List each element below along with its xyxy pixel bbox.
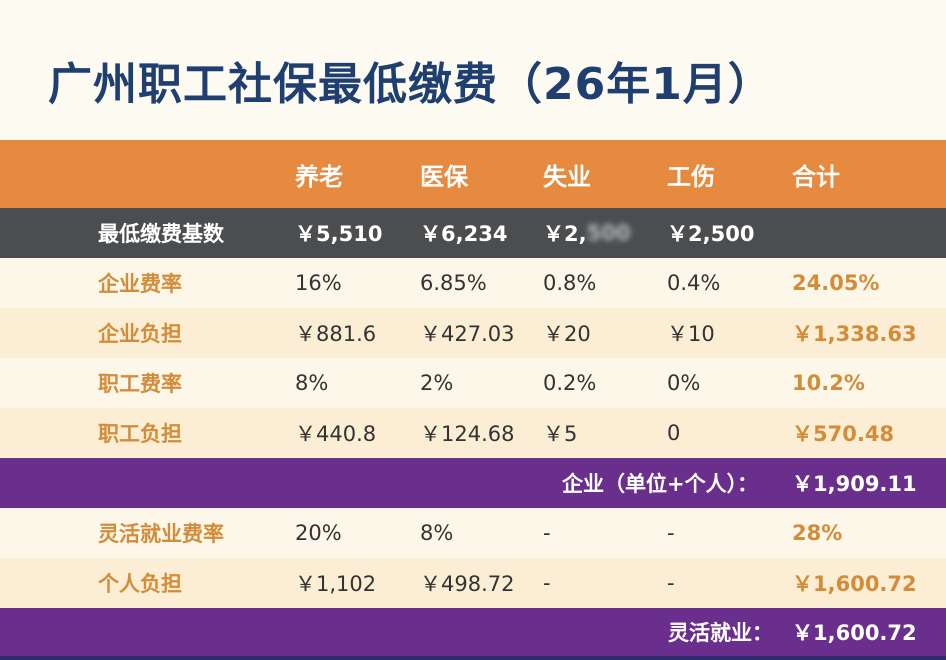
row-label: 灵活就业费率 (98, 522, 224, 546)
table-row: 企业费率 16% 6.85% 0.8% 0.4% 24.05% (0, 258, 946, 308)
base-medical: ￥6,234 (420, 222, 508, 246)
cell-pension: ￥440.8 (295, 422, 377, 446)
cell-injury: ￥10 (667, 322, 715, 346)
page-title: 广州职工社保最低缴费（26年1月） (48, 59, 773, 110)
company-summary-value: ￥1,909.11 (792, 472, 917, 496)
cell-unemployment: ￥20 (543, 322, 591, 346)
cell-unemployment: 0.2% (543, 371, 597, 395)
cell-medical: 8% (420, 521, 454, 545)
company-summary-label: 企业（单位+个人）： (562, 472, 759, 496)
base-unemployment-value: ￥2, (543, 222, 587, 246)
cell-total: 28% (792, 521, 843, 545)
cell-unemployment: 0.8% (543, 271, 597, 295)
cell-unemployment: ￥5 (543, 422, 578, 446)
row-label: 个人负担 (98, 572, 182, 596)
column-header-pension: 养老 (295, 162, 343, 191)
cell-pension: 8% (295, 371, 329, 395)
cell-injury: 0.4% (667, 271, 721, 295)
column-header-injury: 工伤 (667, 162, 715, 191)
cell-pension: ￥1,102 (295, 572, 377, 596)
bottom-strip (0, 656, 946, 660)
cell-injury: - (667, 521, 675, 545)
base-amount-row: 最低缴费基数 ￥5,510 ￥6,234 ￥2, 500 ￥2,500 (0, 208, 946, 258)
row-label: 职工负担 (98, 422, 182, 446)
flex-summary-label: 灵活就业： (668, 621, 773, 645)
base-unemployment: ￥2, 500 (543, 208, 630, 258)
cell-total: ￥1,600.72 (792, 572, 917, 596)
cell-medical: 2% (420, 371, 454, 395)
row-label: 职工费率 (98, 372, 182, 396)
cell-unemployment: - (543, 571, 551, 595)
table-row: 职工负担 ￥440.8 ￥124.68 ￥5 0 ￥570.48 (0, 408, 946, 458)
cell-medical: 6.85% (420, 271, 487, 295)
blurred-digits: 500 (586, 221, 631, 245)
cell-injury: - (667, 571, 675, 595)
flex-summary-value: ￥1,600.72 (792, 621, 917, 645)
cell-total: ￥1,338.63 (792, 322, 917, 346)
cell-total: ￥570.48 (792, 422, 895, 446)
cell-pension: ￥881.6 (295, 322, 377, 346)
company-summary-row: 企业（单位+个人）： ￥1,909.11 (0, 458, 946, 508)
cell-pension: 20% (295, 521, 342, 545)
cell-injury: 0% (667, 371, 701, 395)
cell-unemployment: - (543, 521, 551, 545)
table-row: 职工费率 8% 2% 0.2% 0% 10.2% (0, 358, 946, 408)
base-pension: ￥5,510 (295, 222, 383, 246)
cell-total: 10.2% (792, 371, 865, 395)
flex-summary-row: 灵活就业： ￥1,600.72 (0, 608, 946, 656)
row-label: 企业负担 (98, 322, 182, 346)
table-row: 灵活就业费率 20% 8% - - 28% (0, 508, 946, 558)
column-header-total: 合计 (792, 162, 840, 191)
table-row: 个人负担 ￥1,102 ￥498.72 - - ￥1,600.72 (0, 558, 946, 608)
base-injury: ￥2,500 (667, 222, 755, 246)
cell-medical: ￥427.03 (420, 322, 515, 346)
cell-injury: 0 (667, 421, 681, 445)
title-bar: 广州职工社保最低缴费（26年1月） (0, 0, 946, 140)
cell-medical: ￥498.72 (420, 572, 515, 596)
row-label: 企业费率 (98, 272, 182, 296)
table-header-row: 养老 医保 失业 工伤 合计 (0, 140, 946, 208)
cell-total: 24.05% (792, 271, 880, 295)
column-header-medical: 医保 (420, 162, 468, 191)
cell-medical: ￥124.68 (420, 422, 515, 446)
row-label: 最低缴费基数 (98, 222, 224, 246)
cell-pension: 16% (295, 271, 342, 295)
table-row: 企业负担 ￥881.6 ￥427.03 ￥20 ￥10 ￥1,338.63 (0, 308, 946, 358)
column-header-unemployment: 失业 (543, 162, 591, 191)
